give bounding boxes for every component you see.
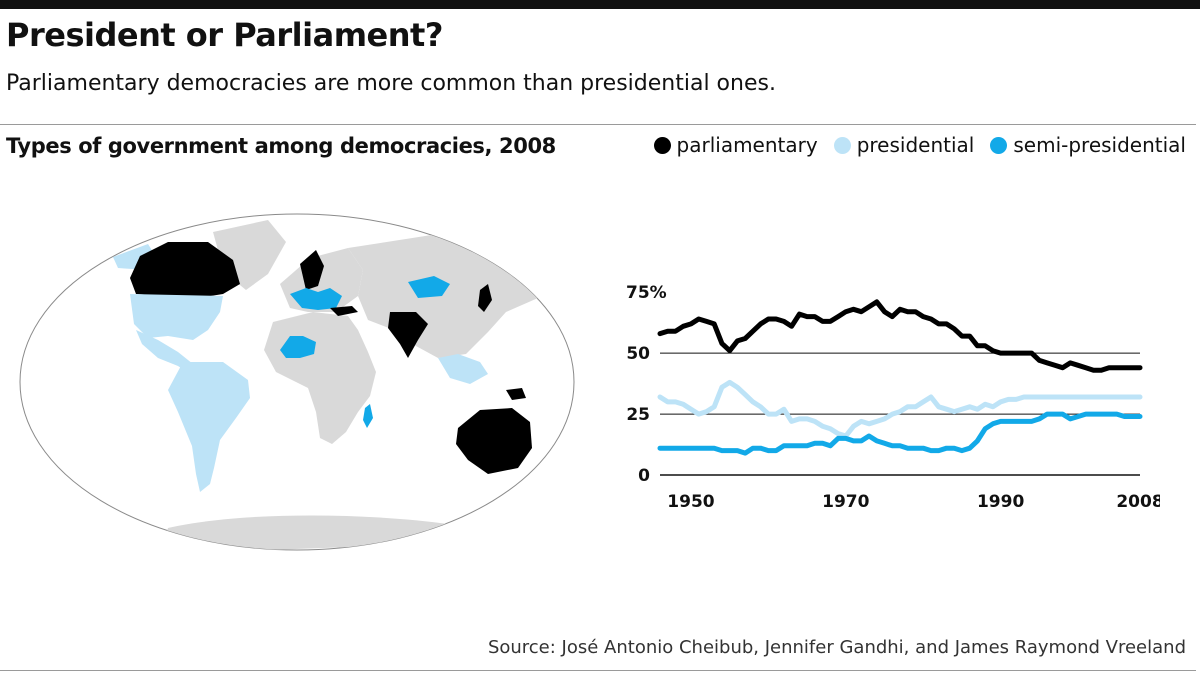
- region-south-america: [168, 362, 250, 492]
- series-line-semi-presidential: [657, 411, 1143, 456]
- chart-legend: parliamentary presidential semi-presiden…: [653, 133, 1186, 157]
- top-rule: [0, 0, 1200, 9]
- legend-label-presidential: presidential: [856, 133, 975, 157]
- series-line-presidential: [657, 379, 1143, 439]
- legend-item-presidential: presidential: [833, 133, 975, 157]
- y-tick-label: 0: [638, 466, 650, 486]
- page-subtitle: Parliamentary democracies are more commo…: [6, 71, 776, 96]
- region-png: [506, 388, 526, 400]
- region-europe-parliamentary: [300, 250, 324, 290]
- world-map: [19, 213, 575, 551]
- y-tick-label: 50: [626, 344, 650, 364]
- legend-swatch-presidential: [833, 136, 851, 154]
- x-tick-label: 1990: [977, 492, 1024, 512]
- page-title: President or Parliament?: [6, 16, 443, 54]
- region-usa: [130, 294, 223, 340]
- region-west-africa: [280, 336, 316, 358]
- line-chart: 0 25 50 75% 1950 1970 1990 2008: [626, 283, 1160, 512]
- series-layer: [657, 299, 1143, 456]
- x-tick-label: 2008: [1116, 492, 1160, 512]
- legend-item-parliamentary: parliamentary: [653, 133, 818, 157]
- region-canada: [130, 242, 240, 298]
- bottom-rule: [0, 670, 1196, 671]
- y-tick-label: 75%: [626, 283, 667, 303]
- region-turkey: [330, 306, 358, 316]
- region-india: [388, 312, 428, 358]
- legend-label-semi-presidential: semi-presidential: [1013, 133, 1186, 157]
- region-new-zealand: [536, 466, 548, 486]
- region-mongolia: [408, 276, 450, 298]
- region-madagascar: [363, 404, 373, 428]
- x-tick-label: 1950: [667, 492, 714, 512]
- legend-swatch-semi-presidential: [990, 136, 1008, 154]
- region-europe-semi: [290, 288, 342, 310]
- region-southeast-asia: [438, 354, 488, 384]
- legend-swatch-parliamentary: [653, 136, 671, 154]
- x-tick-label: 1970: [822, 492, 869, 512]
- series-line-parliamentary: [657, 299, 1143, 373]
- tick-layer: 0 25 50 75% 1950 1970 1990 2008: [626, 283, 1160, 512]
- section-heading: Types of government among democracies, 2…: [6, 134, 556, 158]
- source-note: Source: José Antonio Cheibub, Jennifer G…: [487, 637, 1186, 658]
- region-japan: [478, 284, 492, 312]
- y-tick-label: 25: [626, 405, 650, 425]
- legend-label-parliamentary: parliamentary: [676, 133, 818, 157]
- region-australia: [456, 408, 532, 474]
- section-divider: [0, 124, 1196, 125]
- legend-item-semi-presidential: semi-presidential: [990, 133, 1186, 157]
